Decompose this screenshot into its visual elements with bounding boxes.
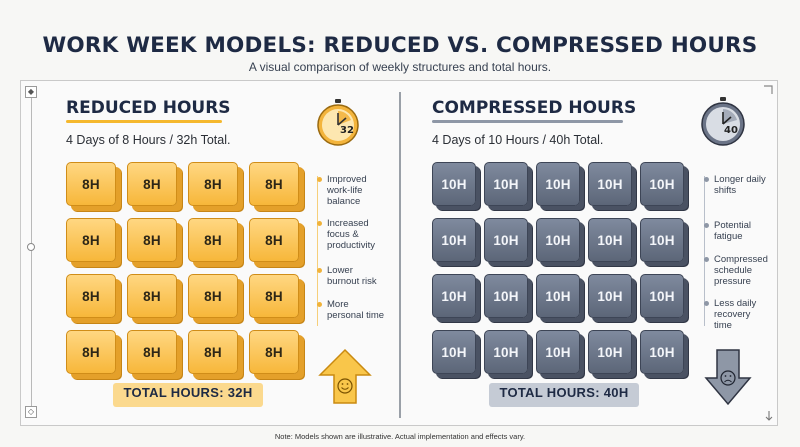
- compressed-hour-block: 10H: [588, 274, 632, 318]
- arrow-down-small-icon: [765, 411, 773, 421]
- compressed-hour-block: 10H: [640, 330, 684, 374]
- reduced-bullet: More personal time: [317, 299, 387, 321]
- reduced-hour-block: 8H: [66, 274, 116, 318]
- compressed-total-hours: TOTAL HOURS: 40H: [489, 383, 639, 407]
- compressed-hour-block: 10H: [432, 162, 476, 206]
- page-title: WORK WEEK MODELS: REDUCED VS. COMPRESSED…: [42, 33, 758, 58]
- compressed-hour-block: 10H: [588, 218, 632, 262]
- reduced-hours-subtitle: 4 Days of 8 Hours / 32h Total.: [66, 133, 231, 147]
- reduced-bullet: Lower burnout risk: [317, 265, 387, 287]
- compressed-hour-block: 10H: [588, 162, 632, 206]
- compressed-bullet: Compressed schedule pressure: [704, 254, 768, 287]
- clock-slate-icon: 40: [701, 97, 745, 146]
- reduced-bullet: Improved work-life balance: [317, 174, 387, 207]
- reduced-hour-block: 8H: [127, 162, 177, 206]
- scroll-rail: [31, 86, 32, 418]
- compressed-hour-block: 10H: [536, 330, 580, 374]
- reduced-hour-block: 8H: [188, 218, 238, 262]
- reduced-bullet-rule: [317, 176, 318, 326]
- reduced-hour-block: 8H: [66, 330, 116, 374]
- reduced-hour-block: 8H: [66, 218, 116, 262]
- reduced-hour-block: 8H: [127, 274, 177, 318]
- compressed-hour-block: 10H: [536, 218, 580, 262]
- compressed-hours-title: COMPRESSED HOURS: [432, 98, 637, 118]
- clock-gold-icon: 32: [317, 99, 359, 146]
- rail-bottom-control-icon[interactable]: ◇: [25, 406, 37, 418]
- reduced-bullet: Increased focus & productivity: [317, 218, 387, 251]
- reduced-total-hours: TOTAL HOURS: 32H: [113, 383, 263, 407]
- arrow-down-sad-icon: [704, 349, 752, 406]
- compressed-hour-block: 10H: [484, 274, 528, 318]
- panel-divider: [399, 92, 401, 418]
- compressed-hour-block: 10H: [588, 330, 632, 374]
- compressed-bullet: Longer daily shifts: [704, 174, 769, 196]
- compressed-bullet-rule: [704, 176, 705, 326]
- compressed-hour-block: 10H: [484, 218, 528, 262]
- corner-bracket-icon: [764, 85, 773, 94]
- page-subtitle: A visual comparison of weekly structures…: [248, 60, 552, 74]
- rail-top-control-icon[interactable]: ◆: [25, 86, 37, 98]
- compressed-hour-block: 10H: [484, 162, 528, 206]
- reduced-hour-block: 8H: [188, 274, 238, 318]
- compressed-hour-block: 10H: [640, 162, 684, 206]
- compressed-hour-block: 10H: [484, 330, 528, 374]
- compressed-title-underline: [432, 120, 623, 123]
- compressed-hours-subtitle: 4 Days of 10 Hours / 40h Total.: [432, 133, 604, 147]
- reduced-hour-block: 8H: [127, 218, 177, 262]
- reduced-title-underline: [66, 120, 222, 123]
- compressed-hour-block: 10H: [432, 274, 476, 318]
- compressed-bullet: Less daily recovery time: [704, 298, 769, 331]
- compressed-hour-block: 10H: [432, 330, 476, 374]
- arrow-up-smiley-icon: [318, 348, 372, 404]
- reduced-hour-block: 8H: [249, 162, 299, 206]
- compressed-hour-block: 10H: [536, 274, 580, 318]
- reduced-hour-block: 8H: [249, 218, 299, 262]
- reduced-hour-block: 8H: [66, 162, 116, 206]
- rail-slider-knob[interactable]: [27, 243, 35, 251]
- reduced-hour-block: 8H: [127, 330, 177, 374]
- reduced-hour-block: 8H: [188, 330, 238, 374]
- compressed-hour-block: 10H: [640, 218, 684, 262]
- compressed-hour-block: 10H: [640, 274, 684, 318]
- footer-note: Note: Models shown are illustrative. Act…: [274, 432, 526, 441]
- compressed-hour-block: 10H: [536, 162, 580, 206]
- reduced-hour-block: 8H: [249, 330, 299, 374]
- clock-slate-label: 40: [724, 125, 738, 136]
- compressed-bullet: Potential fatigue: [704, 220, 769, 242]
- reduced-hours-title: REDUCED HOURS: [66, 98, 231, 118]
- reduced-hour-block: 8H: [249, 274, 299, 318]
- reduced-hour-block: 8H: [188, 162, 238, 206]
- compressed-hour-block: 10H: [432, 218, 476, 262]
- clock-gold-label: 32: [340, 125, 354, 136]
